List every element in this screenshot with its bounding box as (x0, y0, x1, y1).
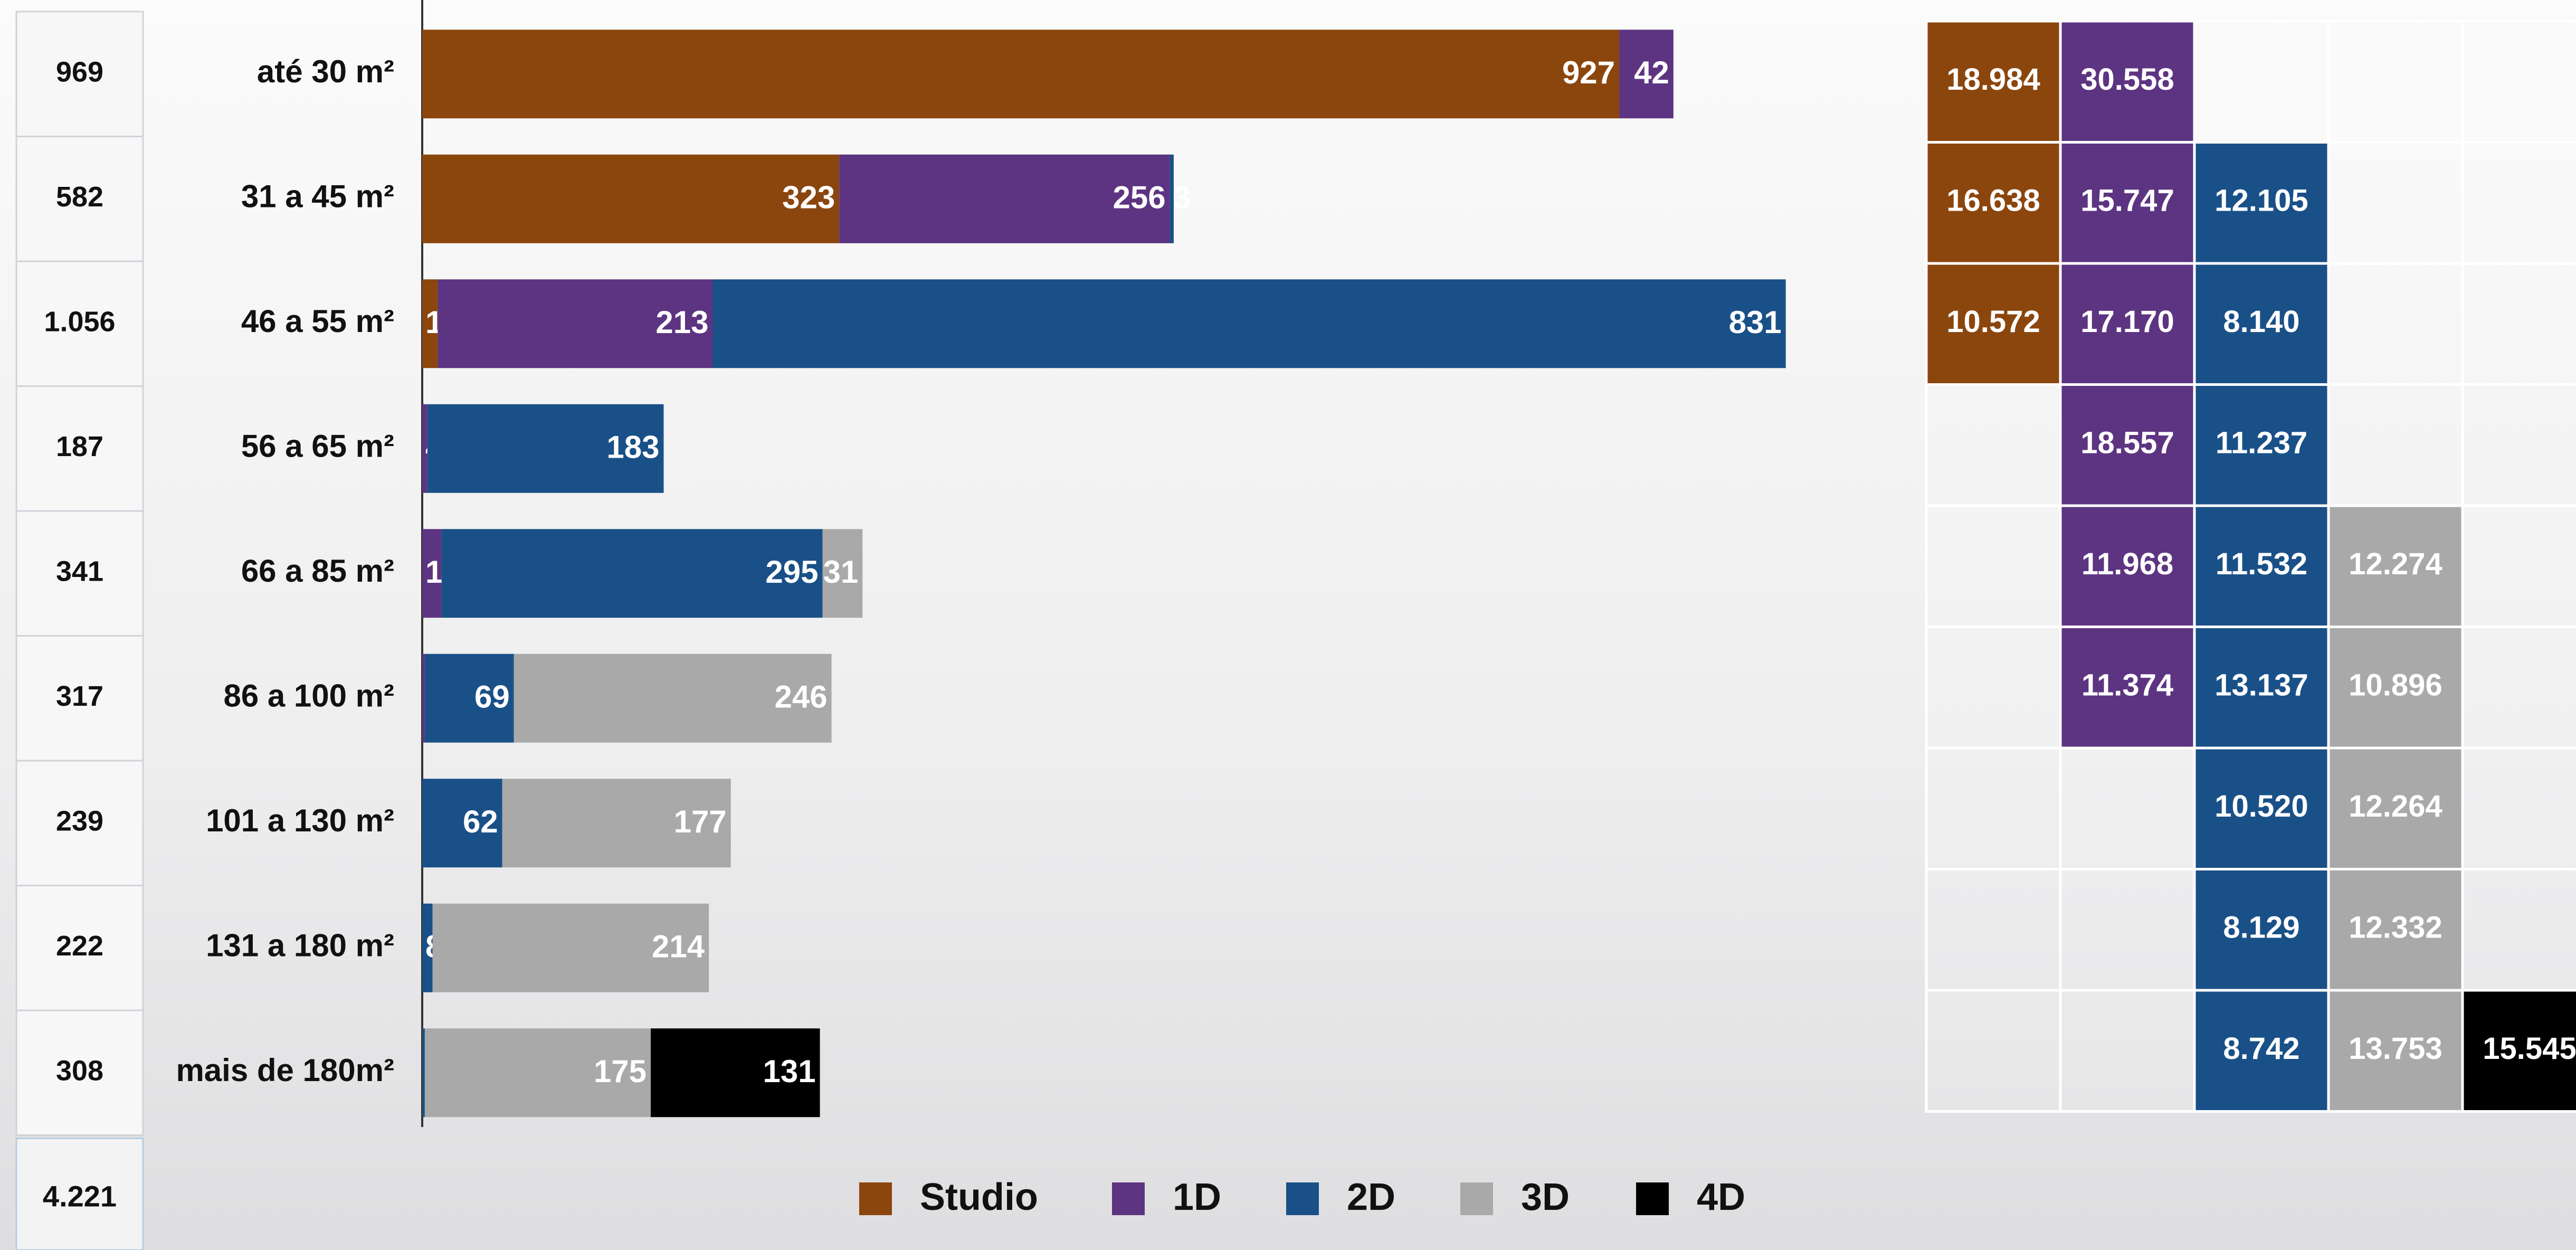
price-cell (2463, 506, 2576, 627)
price-label: 15.747 (2080, 184, 2174, 218)
bar-segment (713, 279, 1786, 368)
bar-segment (422, 654, 425, 743)
price-label: 10.896 (2349, 668, 2442, 703)
price-label: 10.520 (2214, 789, 2308, 823)
price-cell (1926, 627, 2060, 749)
bar-value-label: 62 (463, 804, 498, 839)
legend-swatch (1636, 1182, 1669, 1215)
price-label: 13.137 (2214, 668, 2308, 703)
bar-segment (422, 155, 839, 243)
bar-value-label: 323 (782, 180, 835, 215)
price-cell (2463, 263, 2576, 385)
price-label: 15.545 (2483, 1031, 2576, 1066)
bar-value-label: 183 (606, 430, 659, 465)
bar-value-label: 213 (655, 305, 708, 340)
price-cell (2463, 748, 2576, 869)
total-label: 582 (56, 181, 103, 213)
bar-segment (422, 1028, 425, 1117)
price-label: 30.558 (2080, 62, 2174, 97)
price-cell (1926, 385, 2060, 506)
price-cell (2463, 869, 2576, 991)
legend-swatch (1112, 1182, 1145, 1215)
price-label: 16.638 (1946, 184, 2040, 218)
total-label: 308 (56, 1055, 103, 1087)
y-tick-label: 46 a 55 m² (241, 304, 394, 339)
price-label: 18.557 (2080, 426, 2174, 460)
price-cell (2060, 990, 2194, 1112)
price-label: 11.968 (2081, 547, 2173, 581)
bar-value-label: 246 (774, 679, 827, 715)
legend-label: Studio (920, 1176, 1038, 1218)
y-tick-label: mais de 180m² (176, 1053, 394, 1088)
y-tick-label: 101 a 130 m² (206, 803, 394, 838)
grand-total-label: 4.221 (43, 1179, 117, 1213)
price-cell (1926, 990, 2060, 1112)
total-label: 187 (56, 431, 103, 462)
legend-swatch (1286, 1182, 1319, 1215)
price-label: 17.170 (2080, 305, 2174, 339)
legend-label: 4D (1697, 1176, 1745, 1218)
price-label: 11.237 (2216, 426, 2307, 460)
price-cell (2060, 869, 2194, 991)
bar-value-label: 214 (652, 929, 705, 964)
legend-swatch (859, 1182, 892, 1215)
total-label: 222 (56, 930, 103, 962)
legend-label: 1D (1173, 1176, 1221, 1218)
price-label: 8.742 (2223, 1031, 2299, 1066)
y-tick-label: 56 a 65 m² (241, 429, 394, 464)
legend-label: 3D (1521, 1176, 1570, 1218)
bar-value-label: 69 (474, 679, 510, 715)
total-label: 341 (56, 556, 103, 588)
legend-label: 2D (1347, 1176, 1395, 1218)
price-label: 8.140 (2223, 305, 2299, 339)
price-cell (2463, 385, 2576, 506)
price-label: 10.572 (1946, 305, 2040, 339)
price-label: 13.753 (2349, 1031, 2442, 1066)
bar-value-label: 831 (1729, 305, 1782, 340)
price-label: 12.274 (2349, 547, 2442, 581)
price-label: 12.105 (2214, 184, 2308, 218)
y-tick-label: 86 a 100 m² (223, 678, 394, 714)
price-label: 11.532 (2216, 547, 2307, 581)
chart: 969 582 1.056 187 341 317 239 222 308 4.221 até 30… (0, 0, 2576, 1250)
price-label: 8.129 (2223, 911, 2299, 945)
bar-value-label: 295 (765, 554, 818, 590)
total-label: 969 (56, 56, 103, 88)
bar-value-label: 175 (594, 1054, 647, 1089)
price-cell (2328, 143, 2463, 264)
price-label: 12.332 (2349, 911, 2442, 945)
y-tick-label: 131 a 180 m² (206, 928, 394, 963)
total-label: 317 (56, 680, 103, 712)
price-cell (1926, 748, 2060, 869)
price-cell (2463, 143, 2576, 264)
total-label: 1.056 (44, 306, 115, 338)
price-cell (1926, 869, 2060, 991)
legend-swatch (1460, 1182, 1493, 1215)
bar-value-label: 177 (674, 804, 727, 839)
price-cell (2328, 263, 2463, 385)
price-label: 12.264 (2349, 789, 2442, 823)
price-cell (2328, 21, 2463, 143)
total-label: 239 (56, 806, 103, 837)
bar-value-label: 42 (1634, 55, 1669, 90)
bar-value-label: 131 (763, 1054, 815, 1089)
price-label: 18.984 (1946, 62, 2040, 97)
bar-value-label: 256 (1113, 180, 1166, 215)
y-tick-label: até 30 m² (257, 54, 394, 89)
bar-value-label: 927 (1562, 55, 1615, 90)
price-cell (2060, 748, 2194, 869)
bar-value-label: 31 (823, 554, 859, 590)
y-tick-label: 31 a 45 m² (241, 179, 394, 214)
price-cell (2463, 21, 2576, 143)
bar-value-label: 3 (1173, 180, 1191, 215)
bar-segment (422, 30, 1619, 118)
price-cell (2194, 21, 2328, 143)
price-label: 11.374 (2081, 668, 2173, 703)
price-cell (2328, 385, 2463, 506)
price-cell (1926, 506, 2060, 627)
price-cell (2463, 627, 2576, 749)
y-tick-label: 66 a 85 m² (241, 553, 394, 589)
